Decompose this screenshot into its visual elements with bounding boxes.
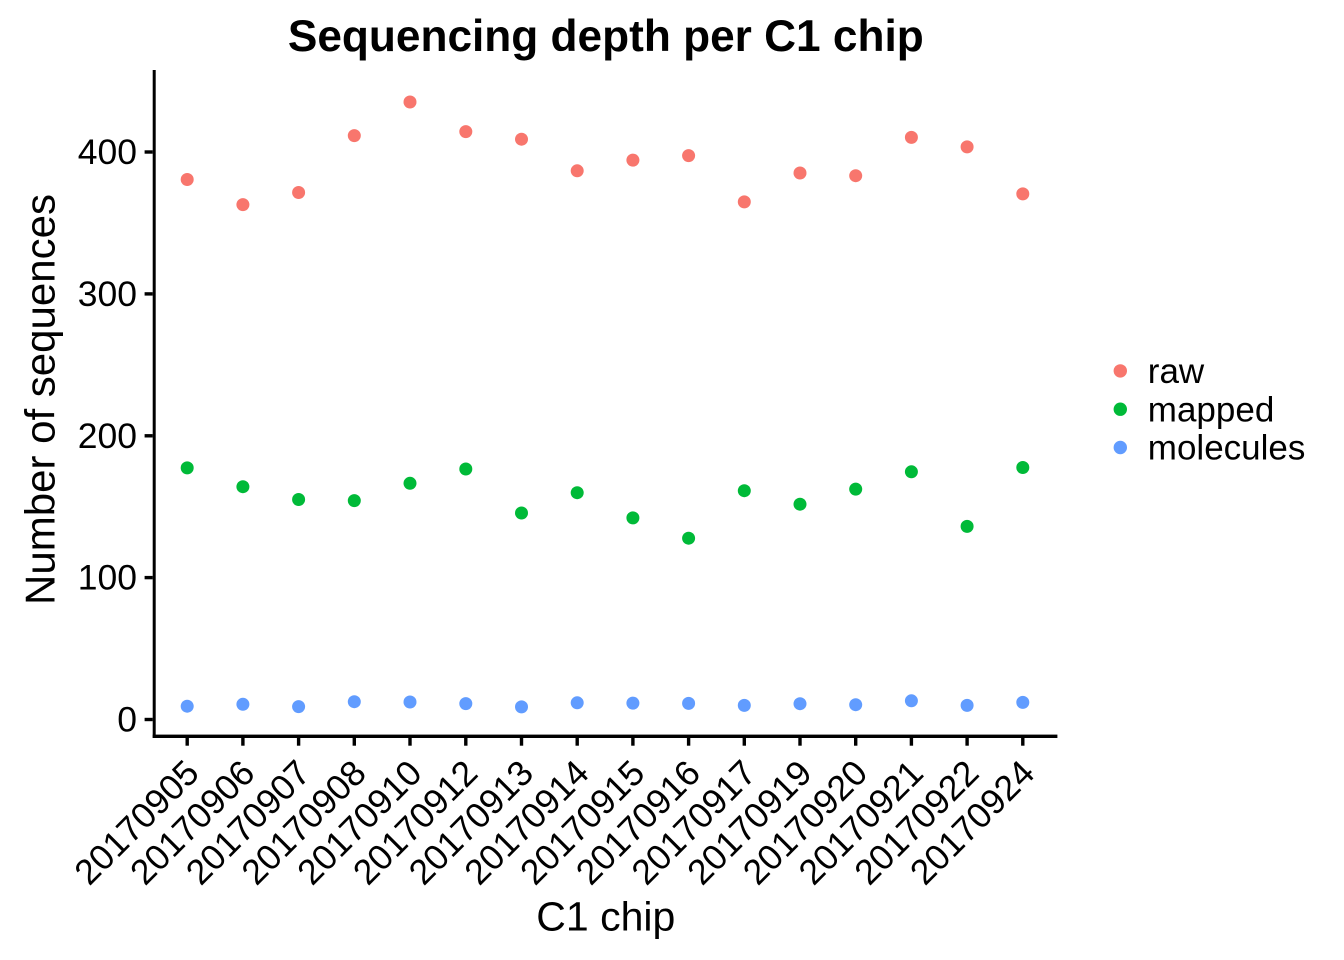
svg-text:mapped: mapped xyxy=(1148,390,1274,429)
svg-text:Sequencing depth per C1 chip: Sequencing depth per C1 chip xyxy=(288,12,924,61)
svg-text:0: 0 xyxy=(117,700,137,740)
svg-text:300: 300 xyxy=(78,274,137,314)
svg-text:molecules: molecules xyxy=(1148,429,1306,468)
svg-text:400: 400 xyxy=(78,132,137,172)
svg-text:C1 chip: C1 chip xyxy=(536,894,675,940)
svg-text:200: 200 xyxy=(78,416,137,456)
svg-text:100: 100 xyxy=(78,558,137,598)
svg-text:Number of sequences: Number of sequences xyxy=(17,194,64,605)
svg-text:raw: raw xyxy=(1148,352,1205,391)
